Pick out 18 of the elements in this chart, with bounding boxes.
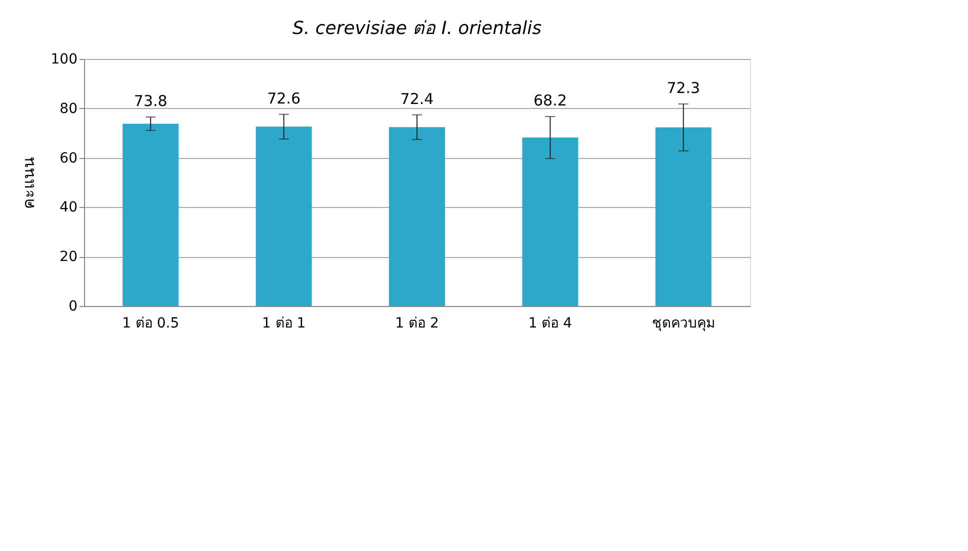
- data-label: 72.6: [267, 89, 301, 108]
- data-label: 72.4: [400, 90, 434, 108]
- y-tick-label: 80: [60, 100, 78, 117]
- x-tick-label: 1 ต่อ 0.5: [122, 316, 180, 332]
- x-tick-label: 1 ต่อ 2: [395, 316, 439, 332]
- x-tick-label: 1 ต่อ 4: [528, 316, 572, 332]
- y-tick-label: 20: [60, 249, 78, 266]
- y-tick-label: 0: [68, 298, 78, 314]
- x-tick-label: ชุดควบคุม: [652, 316, 715, 332]
- y-tick-label: 60: [60, 150, 78, 166]
- data-label: 72.3: [666, 78, 700, 97]
- y-axis-title: คะแนน: [18, 157, 38, 209]
- y-tick-label: 100: [50, 52, 78, 68]
- x-tick-label: 1 ต่อ 1: [262, 316, 306, 332]
- data-label: 68.2: [533, 92, 567, 110]
- y-tick-label: 40: [60, 200, 78, 216]
- data-label: 73.8: [134, 92, 168, 110]
- chart-title: S. cerevisiae ต่อ I. orientalis: [292, 18, 542, 39]
